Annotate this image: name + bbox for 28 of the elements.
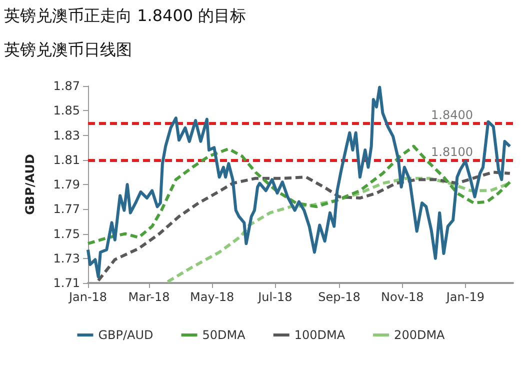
line-series: [96, 170, 512, 282]
y-tick-label: 1.85: [53, 104, 80, 118]
x-tick-label: May-18: [190, 290, 234, 304]
legend-label: GBP/AUD: [98, 328, 154, 342]
y-tick-label: 1.79: [53, 178, 80, 192]
line-series: [86, 144, 512, 246]
y-tick-label: 1.71: [53, 276, 80, 290]
x-tick-label: Jan-19: [445, 290, 484, 304]
y-tick-label: 1.81: [53, 152, 80, 167]
x-tick-label: Nov-18: [381, 290, 424, 304]
y-axis-title: GBP/AUD: [23, 154, 37, 215]
y-tick-label: 1.83: [53, 128, 80, 142]
y-tick-label: 1.75: [53, 226, 80, 241]
y-tick-label: 1.77: [53, 202, 80, 216]
x-tick-label: Jan-18: [68, 290, 108, 304]
legend-label: 200DMA: [394, 328, 446, 342]
x-tick-label: Mar-18: [128, 290, 170, 304]
x-tick-label: Jul-18: [257, 290, 292, 304]
y-tick-label: 1.87: [53, 79, 80, 93]
ref-line-label: 1.8100: [431, 144, 473, 159]
x-tick-label: Sep-18: [318, 290, 360, 304]
ref-line-label: 1.8400: [431, 108, 473, 122]
y-tick-label: 1.73: [53, 251, 80, 266]
chart-subtitle: 英镑兑澳币日线图: [4, 40, 132, 61]
legend-label: 100DMA: [294, 328, 346, 342]
line-series: [86, 86, 512, 278]
legend-label: 50DMA: [202, 328, 246, 342]
chart-title: 英镑兑澳币正走向 1.8400 的目标: [4, 6, 246, 27]
